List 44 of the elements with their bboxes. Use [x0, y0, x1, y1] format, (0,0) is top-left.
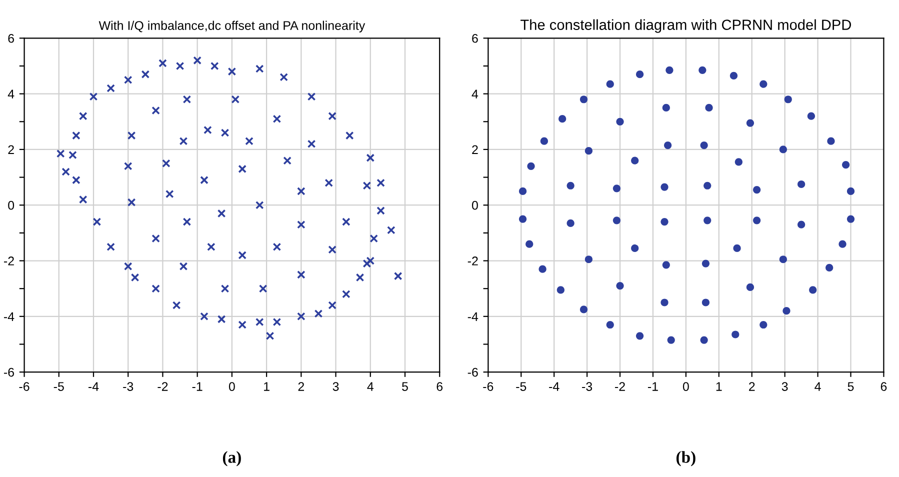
x-tick-label: 3: [782, 382, 788, 391]
x-tick-label: 0: [682, 382, 689, 391]
x-tick-label: 2: [749, 382, 755, 391]
y-tick-label: 6: [8, 34, 14, 43]
y-tick-label: -2: [468, 256, 478, 266]
x-tick-label: -4: [88, 382, 99, 391]
x-tick-label: -5: [54, 382, 64, 391]
x-tick-label: -2: [615, 382, 625, 391]
y-tick-label: -6: [468, 368, 478, 377]
x-tick-label: 5: [848, 382, 854, 391]
x-tick-label: -1: [648, 382, 658, 391]
chart-title: The constellation diagram with CPRNN model DPD: [520, 19, 851, 33]
x-tick-label: -1: [192, 382, 202, 391]
x-tick-label: 4: [367, 382, 374, 391]
y-tick-label: -2: [4, 256, 14, 266]
x-tick-label: -6: [19, 382, 30, 391]
x-tick-label: 6: [436, 382, 443, 391]
x-tick-label: 0: [228, 382, 235, 391]
x-tick-label: -3: [123, 382, 134, 391]
x-tick-label: 6: [880, 382, 887, 391]
x-tick-label: 1: [264, 382, 270, 391]
y-tick-label: 4: [472, 90, 478, 98]
y-tick-label: 4: [8, 90, 14, 98]
x-tick-label: 4: [814, 382, 821, 391]
chart-title: With I/Q imbalance,dc offset and PA nonlinearity: [98, 20, 366, 32]
x-tick-label: 5: [402, 382, 408, 391]
x-tick-label: 3: [332, 382, 339, 391]
y-tick-label: 6: [472, 34, 478, 43]
y-tick-label: -4: [468, 312, 478, 321]
y-tick-label: 2: [8, 145, 14, 154]
x-tick-label: 1: [716, 382, 722, 391]
y-tick-label: 2: [472, 145, 478, 154]
x-tick-label: -6: [483, 382, 494, 391]
x-tick-label: -5: [516, 382, 526, 391]
y-tick-label: -4: [4, 312, 14, 321]
x-tick-label: -2: [158, 382, 168, 391]
text: (b): [676, 451, 696, 466]
y-tick-label: -6: [4, 368, 14, 377]
x-tick-label: -4: [549, 382, 560, 391]
x-tick-label: -3: [582, 382, 592, 391]
x-tick-label: 2: [298, 382, 304, 391]
y-tick-label: 0: [8, 200, 14, 210]
y-tick-label: 0: [472, 200, 478, 210]
text: (a): [222, 451, 241, 466]
